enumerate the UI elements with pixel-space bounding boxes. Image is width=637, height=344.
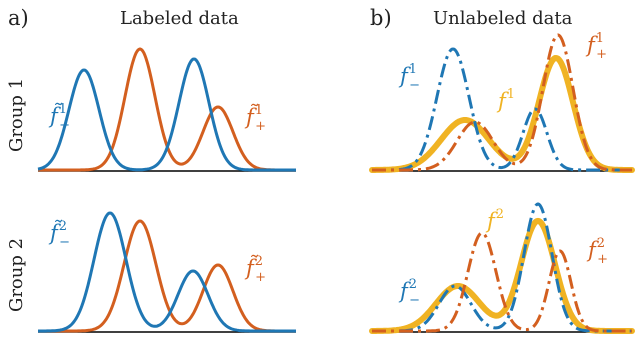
curve-a-group2-positive — [38, 219, 296, 333]
label-a-group1-positive: f̃1 + — [244, 103, 266, 134]
panel-a-title: Labeled data — [120, 8, 239, 29]
curve-b-group2-positive — [372, 231, 632, 333]
label-b-group2-positive: f2 + — [586, 236, 608, 267]
panel-a-tag: a) — [8, 6, 29, 30]
label-b-group1-positive: f1 + — [585, 31, 607, 62]
label-b-group1-mixture: f1 — [496, 87, 515, 113]
panel-b-tag: b) — [370, 6, 392, 30]
label-a-group1-negative: f̃1− — [48, 102, 70, 133]
panel-b-title: Unlabeled data — [433, 8, 573, 29]
label-a-group2-negative: f̃2− — [48, 219, 70, 250]
curve-b-group2-negative — [372, 202, 632, 333]
row-label-group2: Group 2 — [6, 238, 27, 312]
curve-a-group1-negative — [37, 57, 296, 172]
curve-b-group1-negative — [372, 47, 632, 172]
curve-a-group2-negative — [38, 211, 296, 333]
label-b-group1-negative: f1− — [398, 62, 420, 93]
curve-b-group1-positive — [372, 33, 632, 172]
label-b-group2-negative: f2− — [398, 277, 420, 308]
label-a-group2-positive: f̃2 + — [244, 254, 266, 285]
label-b-group2-mixture: f2 — [485, 207, 504, 233]
row-label-group1: Group 1 — [6, 78, 27, 152]
